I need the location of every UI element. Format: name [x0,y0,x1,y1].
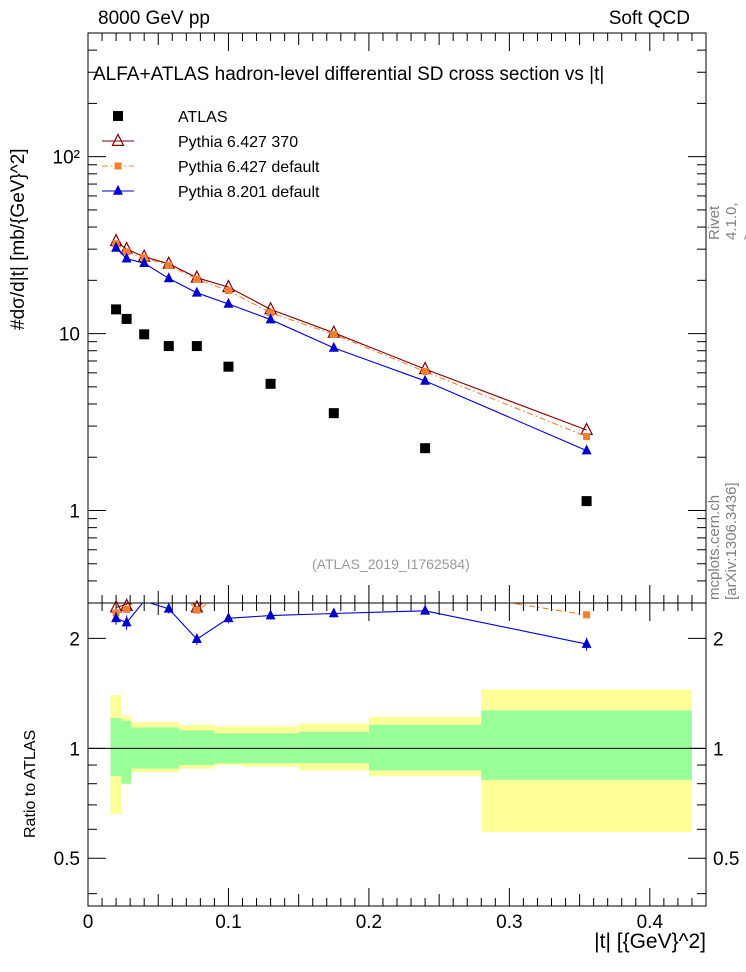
data-point [223,297,234,308]
data-point [330,330,338,338]
x-tick-label: 0.3 [496,912,522,933]
ratio-point [420,604,431,615]
data-point [163,272,174,283]
data-point-atlas [111,304,122,315]
series-line-0 [115,240,587,431]
data-point-atlas [163,341,174,352]
ratio-y-tick-label: 0.5 [54,849,80,870]
analysis-id-label: (ATLAS_2019_I1762584) [312,556,470,572]
data-point [328,341,339,352]
ratio-inner-band [179,730,215,766]
legend-label: ATLAS [178,109,228,126]
legend-marker [113,184,123,195]
ratio-inner-band [368,724,482,771]
x-tick-label: 0.4 [637,912,664,933]
data-point [193,275,201,283]
y-tick-label: 10 [59,325,80,346]
ratio-y-tick-label: 0.5 [713,849,739,870]
ratio-point [111,612,122,623]
ratio-point [583,611,591,619]
y-tick-label: 10² [53,148,80,169]
legend-marker [113,111,123,121]
ratio-point [328,607,339,618]
data-point-atlas [328,408,339,419]
data-point [581,444,592,455]
chart-title: ALFA+ATLAS hadron-level differential SD … [93,64,605,85]
x-tick-label: 0.2 [356,912,382,933]
ratio-point [163,602,174,613]
data-point [191,286,202,297]
data-point-atlas [139,329,150,340]
series-line-2 [115,247,587,452]
legend-label: Pythia 6.427 default [178,159,320,176]
data-point [123,248,131,256]
legend-label: Pythia 6.427 370 [178,134,298,151]
data-point-atlas [191,341,202,352]
data-point-atlas [223,361,234,372]
ratio-point [223,612,234,623]
ratio-y-axis-label: Ratio to ATLAS [22,729,39,838]
ratio-point [581,637,592,648]
ratio-point [121,616,132,627]
data-point-atlas [121,313,132,324]
legend-label: Pythia 8.201 default [178,184,320,201]
legend-marker [111,133,125,146]
data-point [165,261,173,269]
process-label: Soft QCD [608,8,690,29]
ratio-y-tick-label: 2 [713,629,724,650]
x-tick-label: 0 [83,912,94,933]
data-point [139,257,150,267]
energy-label: 8000 GeV pp [98,8,210,29]
x-axis-label: |t| [{GeV}^2] [594,930,706,953]
ratio-point [193,606,201,614]
data-point [420,374,431,385]
data-point [421,368,429,376]
ratio-point [123,605,131,613]
ratio-inner-band [481,710,692,780]
x-tick-label: 0.1 [215,912,241,933]
data-point [265,313,276,324]
ratio-y-tick-label: 1 [69,739,80,760]
data-point-atlas [420,443,431,454]
ratio-y-tick-label: 2 [69,629,80,650]
data-point [583,432,591,440]
legend-marker [114,162,122,170]
data-point-atlas [581,496,592,507]
ratio-inner-band [298,731,369,764]
ratio-point [191,633,202,643]
y-tick-label: 1 [69,501,80,522]
ratio-point [265,609,276,620]
y-axis-label: #dσ/d|t| [mb/{GeV}^2] [8,148,29,330]
data-point [121,252,132,263]
series-line-1 [115,243,587,437]
data-point [224,287,232,295]
ratio-line-2 [115,603,587,645]
ratio-inner-band [110,718,122,776]
ratio-inner-band [121,720,132,784]
data-point [267,309,275,317]
ratio-y-tick-label: 1 [713,739,724,760]
data-point [111,241,122,252]
data-point-atlas [265,378,276,389]
